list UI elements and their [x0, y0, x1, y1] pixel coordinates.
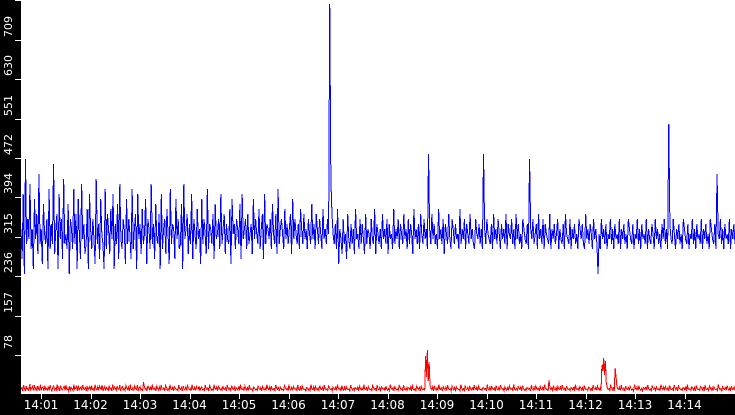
x-tick-label-14-02: 14:02	[73, 398, 108, 412]
x-tick-mark-14-13	[635, 394, 636, 399]
series-red-line	[21, 349, 735, 393]
x-tick-mark-14-10	[487, 394, 488, 399]
x-tick-mark-14-03	[140, 394, 141, 399]
y-tick-label-78: 78	[2, 335, 15, 349]
x-tick-mark-14-08	[388, 394, 389, 399]
x-tick-label-14-11: 14:11	[518, 398, 554, 412]
x-tick-label-14-06: 14:06	[271, 398, 306, 412]
y-tick-mark-788	[15, 0, 21, 1]
y-tick-mark-78	[15, 355, 21, 356]
y-tick-mark-709	[15, 40, 21, 41]
x-tick-label-14-04: 14:04	[172, 398, 207, 412]
y-tick-label-551: 551	[2, 95, 15, 117]
x-tick-label-14-13: 14:13	[617, 398, 653, 412]
x-tick-mark-14-04	[190, 394, 191, 399]
y-tick-label-472: 472	[2, 134, 15, 156]
series-blue-line	[21, 3, 735, 275]
x-tick-mark-14-01	[41, 394, 42, 399]
x-tick-label-14-01: 14:01	[23, 398, 59, 412]
x-tick-label-14-07: 14:07	[320, 398, 356, 412]
y-tick-label-709: 709	[2, 16, 15, 38]
plot-svg	[21, 3, 735, 393]
y-tick-label-236: 236	[2, 252, 15, 274]
y-tick-label-630: 630	[2, 55, 15, 77]
y-tick-mark-630	[15, 79, 21, 80]
y-tick-mark-157	[15, 316, 21, 317]
x-tick-mark-14-05	[239, 394, 240, 399]
x-tick-label-14-03: 14:03	[122, 398, 158, 412]
x-tick-label-14-14: 14:14	[667, 398, 702, 412]
x-tick-mark-14-02	[91, 394, 92, 399]
x-tick-label-14-05: 14:05	[221, 398, 257, 412]
x-axis: 14:01 14:02 14:03 14:04 14:05 14:06 14:07 14:08…	[0, 394, 735, 415]
y-tick-mark-472	[15, 158, 21, 159]
x-tick-label-14-10: 14:10	[469, 398, 504, 412]
y-tick-label-157: 157	[2, 292, 15, 314]
y-tick-label-394: 394	[2, 173, 15, 195]
y-tick-mark-394	[15, 197, 21, 198]
x-tick-mark-14-07	[338, 394, 339, 399]
y-axis: 78157236315394472551630709788	[0, 0, 21, 394]
x-tick-mark-14-14	[685, 394, 686, 399]
x-tick-mark-14-06	[289, 394, 290, 399]
y-tick-mark-315	[15, 237, 21, 238]
y-tick-mark-236	[15, 276, 21, 277]
y-tick-mark-551	[15, 119, 21, 120]
x-tick-label-14-08: 14:08	[370, 398, 405, 412]
y-tick-label-315: 315	[2, 213, 15, 235]
x-tick-label-14-12: 14:12	[568, 398, 603, 412]
x-tick-mark-14-11	[536, 394, 537, 399]
x-tick-mark-14-12	[586, 394, 587, 399]
x-tick-label-14-09: 14:09	[419, 398, 455, 412]
x-tick-mark-14-09	[437, 394, 438, 399]
plot-area	[21, 0, 735, 394]
